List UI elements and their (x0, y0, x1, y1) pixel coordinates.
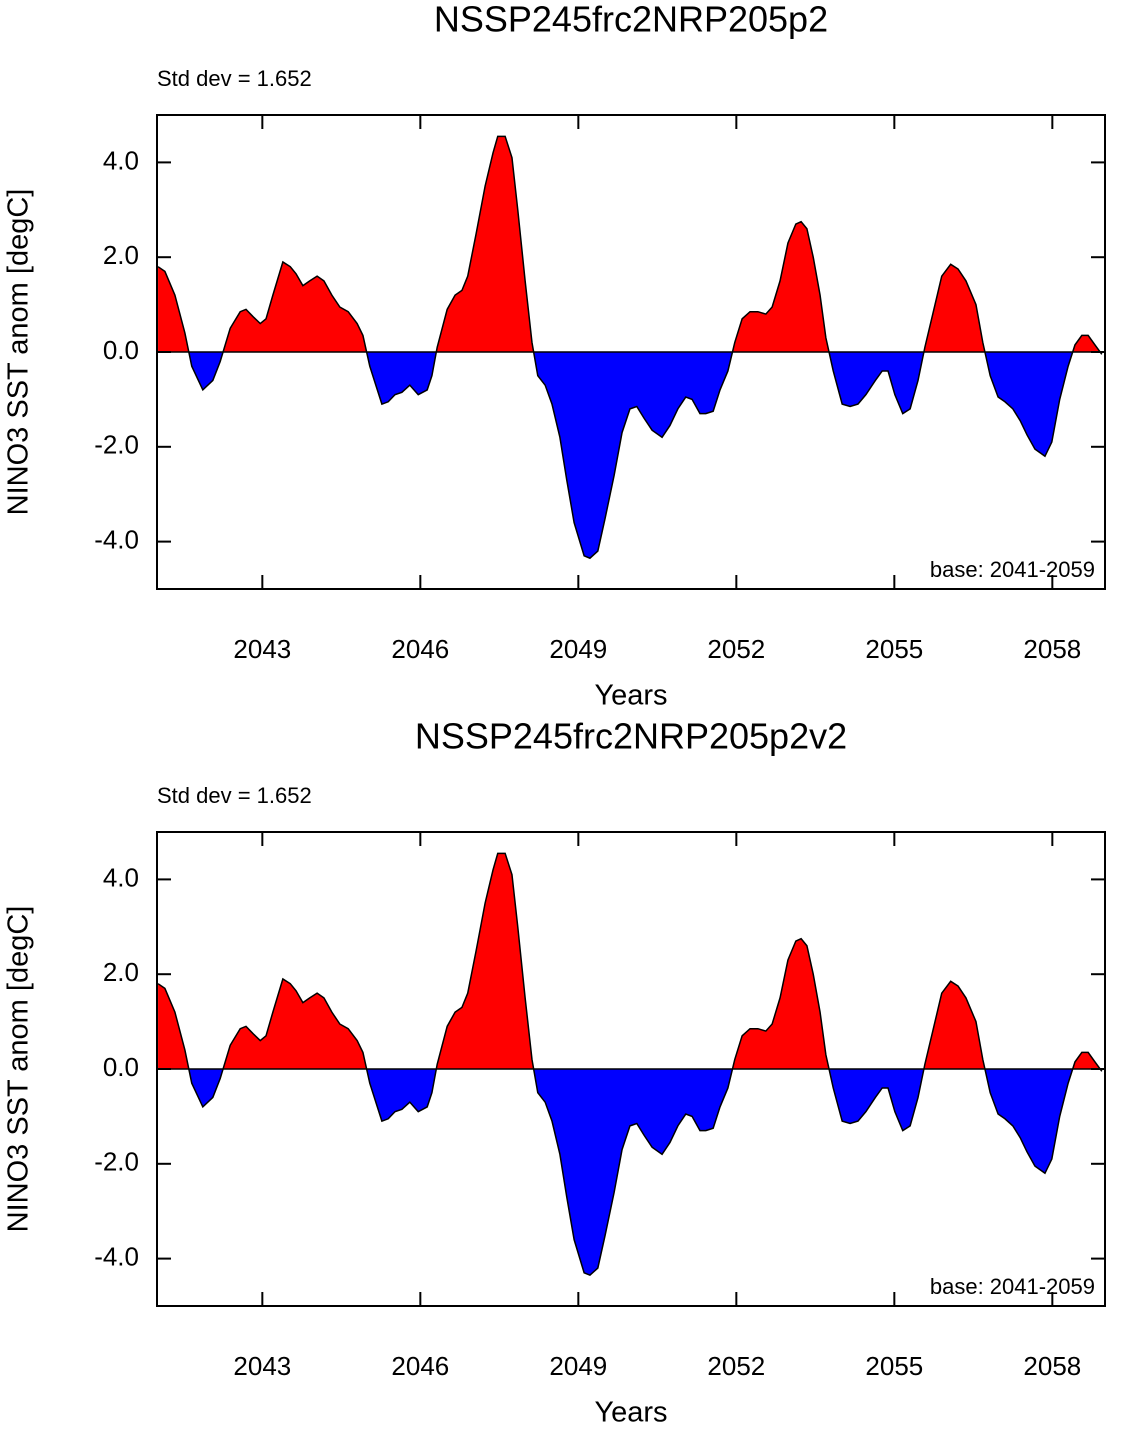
line (157, 135, 1103, 560)
x-tick-label: 2049 (549, 634, 607, 664)
x-tick-label: 2052 (707, 634, 765, 664)
y-tick-label: 2.0 (103, 957, 139, 987)
y-axis-label: NINO3 SST anom [degC] (3, 189, 35, 516)
y-tick-label: -2.0 (94, 430, 139, 460)
y-tick-label: -4.0 (94, 524, 139, 554)
x-tick-label: 2049 (549, 1351, 607, 1381)
y-tick-label: 0.0 (103, 1052, 139, 1082)
annotation: base: 2041-2059 (930, 557, 1095, 582)
x-tick-label: 2055 (865, 1351, 923, 1381)
y-tick-label: 0.0 (103, 335, 139, 365)
annotation: Std dev = 1.652 (157, 783, 312, 808)
y-tick-label: 4.0 (103, 862, 139, 892)
y-tick-label: -2.0 (94, 1147, 139, 1177)
x-tick-label: 2058 (1023, 1351, 1081, 1381)
y-tick-label: 4.0 (103, 145, 139, 175)
plot-frame (156, 831, 1106, 1307)
chart-title: NSSP245frc2NRP205p2 (434, 0, 828, 40)
annotation: Std dev = 1.652 (157, 66, 312, 91)
x-tick-label: 2043 (233, 1351, 291, 1381)
x-axis-label: Years (594, 680, 667, 712)
x-axis-label: Years (594, 1397, 667, 1429)
x-tick-label: 2043 (233, 634, 291, 664)
y-axis-label: NINO3 SST anom [degC] (3, 906, 35, 1233)
line (157, 852, 1103, 1277)
x-tick-label: 2046 (391, 1351, 449, 1381)
x-tick-label: 2052 (707, 1351, 765, 1381)
area-positive (158, 853, 1102, 1069)
plot-frame (156, 114, 1106, 590)
x-tick-label: 2046 (391, 634, 449, 664)
y-tick-label: -4.0 (94, 1241, 139, 1271)
x-tick-label: 2055 (865, 634, 923, 664)
chart-title: NSSP245frc2NRP205p2v2 (415, 716, 847, 757)
area-negative (158, 352, 1102, 559)
area-negative (158, 1069, 1102, 1276)
annotation: base: 2041-2059 (930, 1274, 1095, 1299)
area-positive (158, 136, 1102, 352)
x-tick-label: 2058 (1023, 634, 1081, 664)
y-tick-label: 2.0 (103, 240, 139, 270)
